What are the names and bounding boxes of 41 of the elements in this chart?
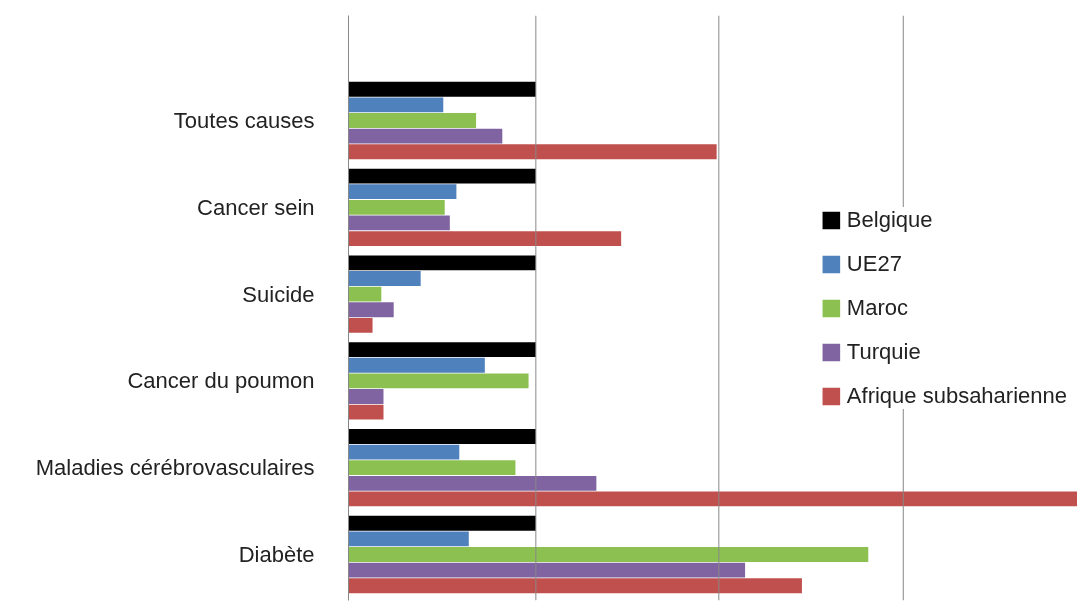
bar	[348, 184, 457, 200]
legend-label: Belgique	[846, 206, 933, 233]
bar	[348, 475, 597, 491]
bar	[348, 81, 536, 97]
y-tick-label: Diabète	[238, 542, 315, 567]
bar	[348, 444, 460, 460]
legend-label: Afrique subsaharienne	[846, 382, 1067, 409]
bar	[348, 271, 421, 286]
bar	[348, 373, 529, 389]
bar	[348, 491, 1077, 507]
y-tick-label: Cancer du poumon	[127, 368, 315, 394]
bar	[348, 547, 869, 562]
bar	[348, 515, 536, 531]
bar	[348, 128, 503, 144]
bar	[348, 531, 469, 547]
bar	[348, 231, 622, 246]
bar	[348, 199, 445, 215]
bar	[348, 97, 444, 113]
bar	[348, 144, 717, 160]
bar	[348, 578, 802, 594]
bar	[348, 302, 394, 318]
bar	[348, 168, 536, 184]
bar	[348, 404, 384, 420]
bar	[348, 286, 382, 302]
legend-label: Maroc	[846, 294, 908, 321]
bar	[348, 317, 373, 333]
bar	[348, 215, 450, 231]
bar	[348, 389, 384, 404]
bar	[348, 342, 536, 358]
bar	[348, 460, 516, 476]
y-tick-label: Suicide	[242, 281, 315, 307]
legend-label: Turquie	[846, 338, 921, 365]
y-tick-label: Toutes causes	[173, 108, 315, 134]
bar	[348, 562, 746, 578]
bar	[348, 429, 536, 444]
bar	[348, 255, 536, 271]
legend-label: UE27	[846, 250, 902, 277]
y-tick-label: Cancer sein	[197, 194, 315, 220]
bar	[348, 357, 485, 373]
bar	[348, 113, 477, 128]
y-tick-label: Maladies cérébrovasculaires	[35, 455, 315, 481]
